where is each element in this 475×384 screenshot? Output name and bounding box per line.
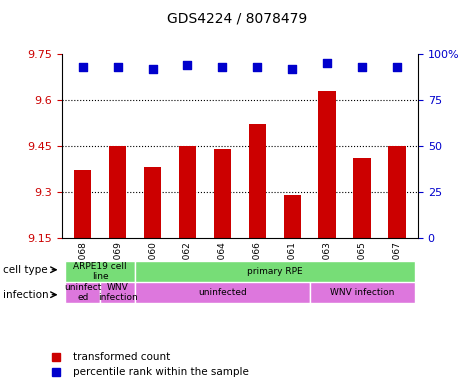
Point [149, 65, 156, 71]
Bar [389, 146, 406, 238]
Bar [284, 195, 301, 238]
FancyBboxPatch shape [100, 282, 135, 303]
FancyBboxPatch shape [135, 282, 310, 303]
Text: WNV infection: WNV infection [330, 288, 394, 297]
Text: cell type: cell type [3, 265, 48, 275]
FancyBboxPatch shape [65, 261, 135, 282]
Text: uninfected: uninfected [198, 288, 247, 297]
Bar [179, 146, 196, 238]
Text: WNV
infection: WNV infection [98, 283, 137, 303]
Point [218, 64, 226, 70]
FancyBboxPatch shape [135, 261, 415, 282]
Point [393, 64, 401, 70]
Text: infection: infection [3, 290, 49, 300]
Text: primary RPE: primary RPE [247, 267, 303, 276]
Point [358, 64, 366, 70]
Text: uninfect
ed: uninfect ed [64, 283, 101, 303]
Point [254, 64, 261, 70]
Bar [214, 149, 231, 238]
Bar [318, 91, 336, 238]
FancyBboxPatch shape [65, 282, 100, 303]
Bar [109, 146, 126, 238]
Bar [353, 158, 371, 238]
Point [79, 64, 86, 70]
Bar [74, 170, 91, 238]
Point [114, 64, 122, 70]
Point [184, 62, 191, 68]
Point [288, 65, 296, 71]
FancyBboxPatch shape [310, 282, 415, 303]
Bar [248, 124, 266, 238]
Text: GDS4224 / 8078479: GDS4224 / 8078479 [167, 12, 308, 25]
Bar [144, 167, 162, 238]
Text: percentile rank within the sample: percentile rank within the sample [73, 367, 248, 377]
Text: ARPE19 cell
line: ARPE19 cell line [73, 262, 127, 281]
Text: transformed count: transformed count [73, 352, 170, 362]
Point [323, 60, 331, 66]
